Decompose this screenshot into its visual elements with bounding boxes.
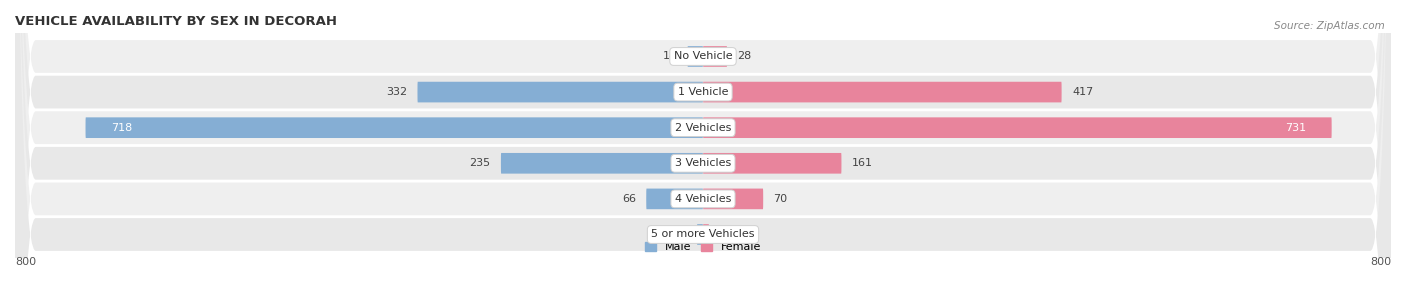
Text: 800: 800 xyxy=(15,256,37,267)
FancyBboxPatch shape xyxy=(15,0,1391,306)
Text: 7: 7 xyxy=(679,230,686,240)
FancyBboxPatch shape xyxy=(501,153,703,174)
Text: 235: 235 xyxy=(470,158,491,168)
FancyBboxPatch shape xyxy=(697,224,703,245)
FancyBboxPatch shape xyxy=(15,0,1391,306)
FancyBboxPatch shape xyxy=(703,82,1062,103)
Text: 70: 70 xyxy=(773,194,787,204)
Text: Source: ZipAtlas.com: Source: ZipAtlas.com xyxy=(1274,21,1385,32)
Text: 7: 7 xyxy=(720,230,727,240)
Legend: Male, Female: Male, Female xyxy=(641,237,765,256)
FancyBboxPatch shape xyxy=(418,82,703,103)
Text: 18: 18 xyxy=(664,51,678,62)
FancyBboxPatch shape xyxy=(647,188,703,209)
Text: 161: 161 xyxy=(852,158,873,168)
Text: 417: 417 xyxy=(1071,87,1094,97)
FancyBboxPatch shape xyxy=(86,118,703,138)
FancyBboxPatch shape xyxy=(703,153,841,174)
FancyBboxPatch shape xyxy=(688,46,703,67)
Text: 731: 731 xyxy=(1285,123,1306,133)
Text: 332: 332 xyxy=(387,87,408,97)
Text: 66: 66 xyxy=(621,194,636,204)
Text: 5 or more Vehicles: 5 or more Vehicles xyxy=(651,230,755,240)
Text: 3 Vehicles: 3 Vehicles xyxy=(675,158,731,168)
FancyBboxPatch shape xyxy=(703,188,763,209)
FancyBboxPatch shape xyxy=(15,0,1391,306)
Text: 1 Vehicle: 1 Vehicle xyxy=(678,87,728,97)
FancyBboxPatch shape xyxy=(703,224,709,245)
Text: 718: 718 xyxy=(111,123,132,133)
Text: No Vehicle: No Vehicle xyxy=(673,51,733,62)
Text: 2 Vehicles: 2 Vehicles xyxy=(675,123,731,133)
FancyBboxPatch shape xyxy=(15,0,1391,306)
FancyBboxPatch shape xyxy=(703,46,727,67)
FancyBboxPatch shape xyxy=(15,0,1391,306)
FancyBboxPatch shape xyxy=(703,118,1331,138)
Text: 4 Vehicles: 4 Vehicles xyxy=(675,194,731,204)
Text: 28: 28 xyxy=(737,51,752,62)
Text: VEHICLE AVAILABILITY BY SEX IN DECORAH: VEHICLE AVAILABILITY BY SEX IN DECORAH xyxy=(15,15,337,28)
Text: 800: 800 xyxy=(1369,256,1391,267)
FancyBboxPatch shape xyxy=(15,0,1391,306)
